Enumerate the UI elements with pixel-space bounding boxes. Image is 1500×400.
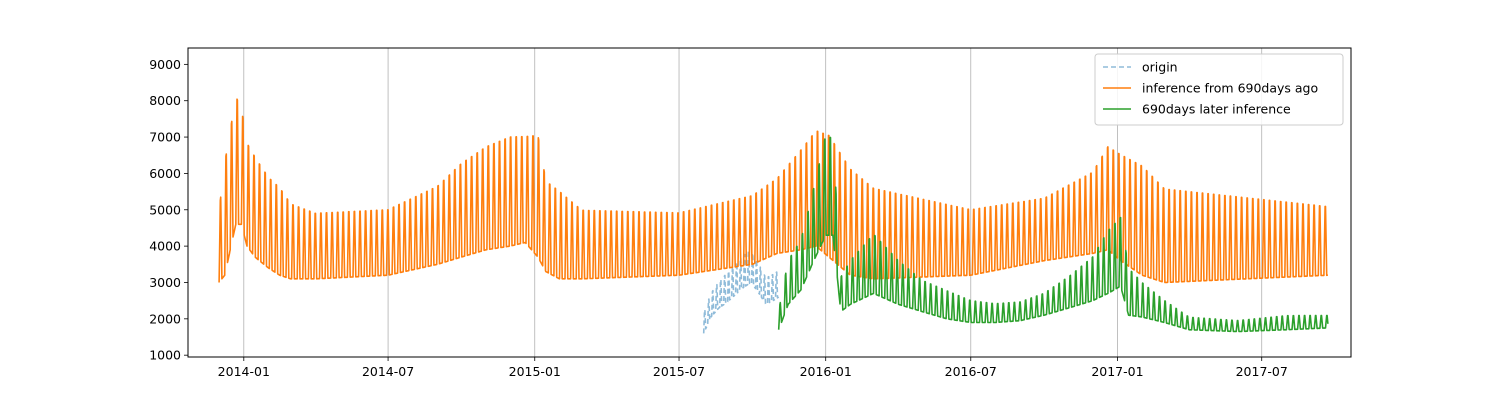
x-tick-label: 2017-01 — [1091, 364, 1143, 379]
x-tick-label: 2014-01 — [218, 364, 270, 379]
x-tick-label: 2016-01 — [800, 364, 852, 379]
y-tick-label: 6000 — [149, 166, 181, 181]
y-tick-label: 3000 — [149, 275, 181, 290]
y-tick-label: 4000 — [149, 239, 181, 254]
series-lines — [218, 98, 1329, 334]
y-tick-label: 8000 — [149, 93, 181, 108]
y-axis: 1000 2000 3000 4000 5000 6000 7000 8000 9000 — [149, 57, 188, 363]
x-tick-label: 2017-07 — [1236, 364, 1288, 379]
series-line-1 — [218, 98, 1329, 284]
legend: origin inference from 690days ago 690days … — [1094, 53, 1344, 126]
legend-label: 690days later inference — [1142, 102, 1291, 117]
y-tick-label: 7000 — [149, 130, 181, 145]
legend-label: inference from 690days ago — [1142, 81, 1318, 96]
x-tick-label: 2016-07 — [945, 364, 997, 379]
x-tick-label: 2015-01 — [509, 364, 561, 379]
y-tick-label: 1000 — [149, 348, 181, 363]
series-line-2 — [777, 136, 1329, 333]
x-tick-label: 2015-07 — [653, 364, 705, 379]
y-tick-label: 9000 — [149, 57, 181, 72]
legend-label: origin — [1142, 60, 1178, 75]
y-tick-label: 5000 — [149, 202, 181, 217]
legend-box — [1094, 53, 1344, 126]
y-tick-label: 2000 — [149, 311, 181, 326]
plot-frame — [187, 47, 1352, 358]
x-axis: 2014-01 2014-07 2015-01 2015-07 2016-01 2016-… — [218, 357, 1288, 379]
x-tick-label: 2014-07 — [362, 364, 414, 379]
